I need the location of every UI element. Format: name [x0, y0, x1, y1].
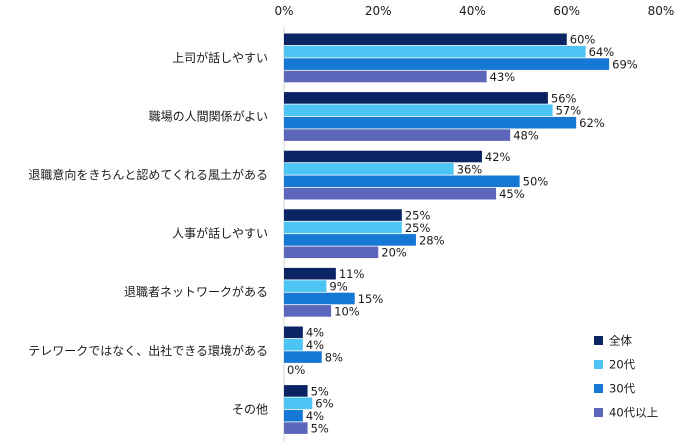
legend-label: 30代 — [609, 382, 636, 396]
value-label: 50% — [523, 175, 549, 189]
legend-swatch — [594, 336, 603, 345]
bar-30代 — [284, 234, 416, 246]
value-label: 10% — [334, 304, 360, 318]
value-label: 6% — [315, 397, 333, 411]
value-label: 45% — [499, 187, 525, 201]
bar-全体 — [284, 150, 482, 163]
bar-40代以上 — [284, 422, 308, 434]
category-label: 職場の人間関係がよい — [149, 108, 268, 123]
category-label: 上司が話しやすい — [172, 50, 268, 65]
value-label: 48% — [513, 129, 539, 143]
value-label: 25% — [405, 221, 431, 235]
value-label: 4% — [306, 409, 324, 423]
legend-label: 40代以上 — [609, 406, 658, 420]
bar-全体 — [284, 385, 308, 397]
legend-swatch — [594, 384, 603, 393]
value-label: 20% — [381, 246, 407, 260]
category-label: 人事が話しやすい — [172, 226, 268, 241]
value-label: 9% — [329, 280, 347, 294]
bar-30代 — [284, 409, 303, 422]
bar-全体 — [284, 209, 402, 221]
value-label: 15% — [358, 292, 384, 306]
value-label: 4% — [306, 338, 324, 352]
value-label: 36% — [457, 162, 483, 176]
bar-20代 — [284, 280, 327, 292]
bar-30代 — [284, 292, 355, 305]
bar-40代以上 — [284, 246, 379, 259]
category-label: 退職意向をきちんと認めてくれる風土がある — [28, 167, 268, 182]
legend-swatch — [594, 408, 603, 417]
bar-30代 — [284, 116, 577, 129]
bar-40代以上 — [284, 70, 487, 83]
value-label: 8% — [325, 351, 343, 365]
value-label: 57% — [556, 104, 582, 118]
bar-40代以上 — [284, 305, 332, 317]
category-label: テレワークではなく、出社できる環境がある — [28, 343, 268, 358]
value-label: 11% — [339, 267, 365, 281]
bar-20代 — [284, 338, 303, 351]
bar-20代 — [284, 221, 402, 234]
value-label: 42% — [485, 150, 511, 164]
value-label: 56% — [551, 91, 577, 105]
x-tick-label: 0% — [274, 4, 293, 18]
bar-20代 — [284, 397, 313, 410]
value-label: 5% — [311, 422, 329, 436]
bar-30代 — [284, 351, 322, 363]
x-tick-label: 20% — [365, 4, 392, 18]
x-tick-label: 60% — [553, 4, 580, 18]
bar-全体 — [284, 33, 567, 46]
bar-40代以上 — [284, 129, 511, 141]
value-label: 0% — [287, 363, 305, 377]
category-label: その他 — [232, 402, 268, 416]
value-label: 64% — [589, 45, 615, 59]
bar-30代 — [284, 175, 520, 188]
bar-20代 — [284, 104, 553, 117]
value-label: 25% — [405, 209, 431, 223]
bar-20代 — [284, 45, 586, 58]
x-tick-label: 40% — [459, 4, 486, 18]
value-label: 60% — [570, 33, 596, 47]
value-label: 62% — [579, 116, 605, 130]
legend-label: 全体 — [609, 334, 632, 348]
value-label: 5% — [311, 384, 329, 398]
bar-30代 — [284, 58, 610, 70]
value-label: 43% — [490, 70, 516, 84]
value-label: 28% — [419, 233, 445, 247]
legend-label: 20代 — [609, 358, 636, 372]
bar-全体 — [284, 326, 303, 339]
x-tick-label: 80% — [648, 4, 675, 18]
value-label: 4% — [306, 326, 324, 340]
legend-swatch — [594, 360, 603, 369]
bar-全体 — [284, 92, 548, 104]
category-label: 退職者ネットワークがある — [124, 284, 268, 299]
bar-全体 — [284, 267, 336, 280]
bar-20代 — [284, 163, 454, 175]
bar-40代以上 — [284, 187, 497, 200]
value-label: 69% — [612, 58, 638, 72]
